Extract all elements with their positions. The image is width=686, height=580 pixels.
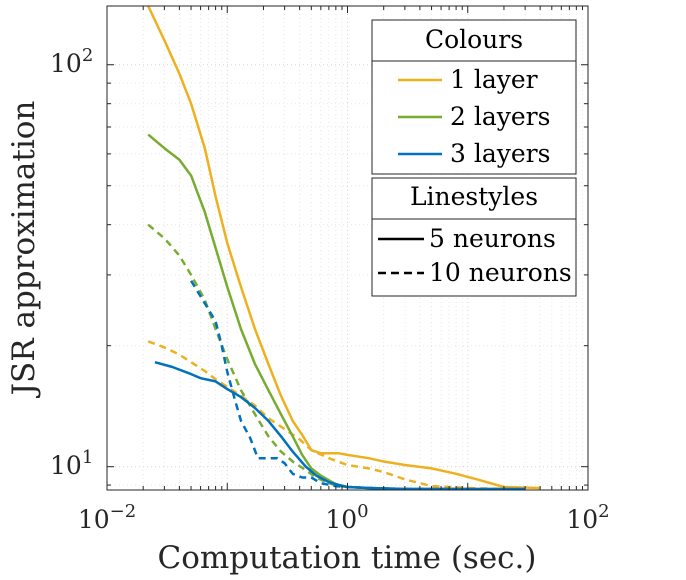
legend-linestyles-box — [371, 177, 577, 297]
series-layer — [147, 5, 541, 491]
legend-label-5-neurons: 5 neurons — [429, 224, 556, 253]
series-1-layer-10-neurons — [147, 340, 504, 491]
legend-label-3-layers: 3 layers — [450, 139, 550, 168]
legend-colours-title: Colours — [425, 25, 523, 54]
legend-label-2-layers: 2 layers — [450, 102, 550, 131]
x-axis-label: Computation time (sec.) — [157, 540, 536, 576]
tick-marks — [106, 6, 588, 490]
series-3-layers-10-neurons — [190, 280, 468, 491]
y-tick-label-1: 101 — [50, 447, 93, 480]
legend-colours: Colours 1 layer 2 layers 3 layers — [371, 19, 577, 175]
legend-label-10-neurons: 10 neurons — [429, 258, 572, 287]
x-tick-label-1: 10−2 — [78, 501, 136, 534]
series-3-layers-5-neurons — [154, 360, 526, 491]
x-tick-label-3: 102 — [566, 501, 609, 534]
x-tick-label-2: 100 — [325, 501, 368, 534]
y-tick-label-2: 102 — [50, 45, 93, 78]
legend-linestyles-title: Linestyles — [410, 182, 538, 211]
legend-linestyles: Linestyles 5 neurons 10 neurons — [371, 177, 577, 297]
series-1-layer-5-neurons — [147, 5, 541, 490]
y-axis-label: JSR approximation — [6, 101, 42, 399]
legend-colours-box — [371, 19, 577, 175]
legend-label-1-layer: 1 layer — [450, 65, 538, 94]
